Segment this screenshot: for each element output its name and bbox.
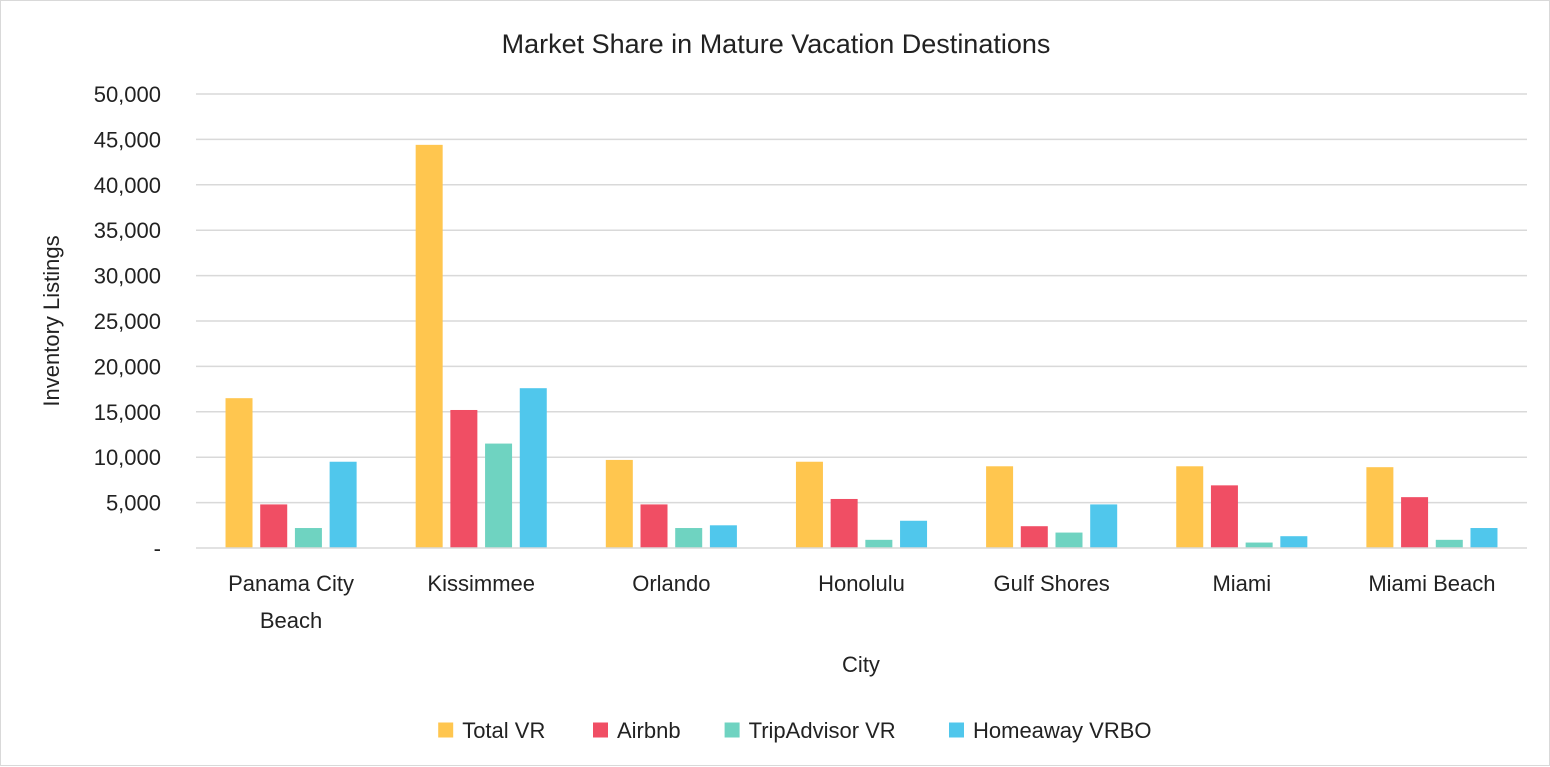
y-tick-label: 30,000: [94, 264, 161, 289]
bar: [640, 504, 668, 548]
bar: [1366, 467, 1394, 548]
bar: [294, 528, 322, 548]
x-tick-label: Miami Beach: [1368, 571, 1495, 596]
legend-label: Airbnb: [617, 718, 681, 743]
x-tick-label: Gulf Shores: [994, 571, 1110, 596]
bar: [485, 443, 513, 548]
bar: [329, 461, 357, 548]
x-tick-label: Honolulu: [818, 571, 905, 596]
legend: Total VR Airbnb TripAdvisor VR Homeaway VRB…: [438, 718, 1152, 743]
gridlines: [196, 93, 1527, 504]
bars: [225, 144, 1498, 548]
y-tick-label: 10,000: [94, 445, 161, 470]
legend-item: TripAdvisor VR: [724, 718, 896, 743]
bar: [1176, 466, 1204, 548]
bar: [1280, 536, 1308, 548]
bar: [225, 398, 253, 548]
legend-swatch: [949, 722, 964, 738]
y-tick-label: 45,000: [94, 127, 161, 152]
chart-title: Market Share in Mature Vacation Destinat…: [502, 29, 1051, 59]
bar: [450, 409, 478, 548]
bar: [1435, 539, 1463, 548]
legend-label: Total VR: [462, 718, 545, 743]
bar: [1245, 542, 1273, 548]
bar: [986, 466, 1014, 548]
legend-label: TripAdvisor VR: [749, 718, 896, 743]
bar: [260, 504, 288, 548]
y-tick-label: 20,000: [94, 354, 161, 379]
y-tick-label: -: [154, 536, 161, 561]
bar: [830, 498, 858, 548]
x-tick-label: Kissimmee: [427, 571, 535, 596]
legend-item: Homeaway VRBO: [949, 718, 1152, 743]
legend-swatch: [593, 722, 608, 738]
bar: [709, 525, 737, 548]
y-tick-label: 50,000: [94, 82, 161, 107]
bar: [1470, 528, 1498, 548]
x-tick-label: Miami: [1212, 571, 1271, 596]
x-tick-label: Panama City Beach: [228, 571, 354, 633]
y-tick-label: 15,000: [94, 400, 161, 425]
bar: [865, 539, 893, 548]
x-tick-label: Orlando: [632, 571, 710, 596]
legend-swatch: [724, 722, 740, 738]
y-axis-title: Inventory Listings: [39, 235, 64, 406]
y-tick-label: 5,000: [106, 491, 161, 516]
bar: [415, 144, 443, 548]
x-axis-categories: Panama City Beach Kissimmee Orlando Honolulu…: [228, 571, 1495, 633]
legend-item: Total VR: [438, 718, 545, 743]
bar: [519, 388, 547, 548]
legend-swatch: [438, 722, 454, 738]
x-axis-title: City: [842, 652, 880, 677]
bar: [1055, 532, 1083, 548]
legend-label: Homeaway VRBO: [973, 718, 1152, 743]
bar: [900, 520, 928, 548]
y-tick-label: 35,000: [94, 218, 161, 243]
bar: [1020, 526, 1048, 548]
legend-item: Airbnb: [593, 718, 681, 743]
y-tick-label: 40,000: [94, 173, 161, 198]
bar: [1401, 497, 1429, 548]
bar: [675, 528, 703, 548]
bar: [795, 461, 823, 548]
bar: [605, 459, 633, 548]
bar: [1090, 504, 1118, 548]
y-axis-ticks: - 5,000 10,000 15,000 20,000 25,000 30,000 35,0…: [94, 82, 161, 561]
bar: [1210, 485, 1238, 548]
y-tick-label: 25,000: [94, 309, 161, 334]
